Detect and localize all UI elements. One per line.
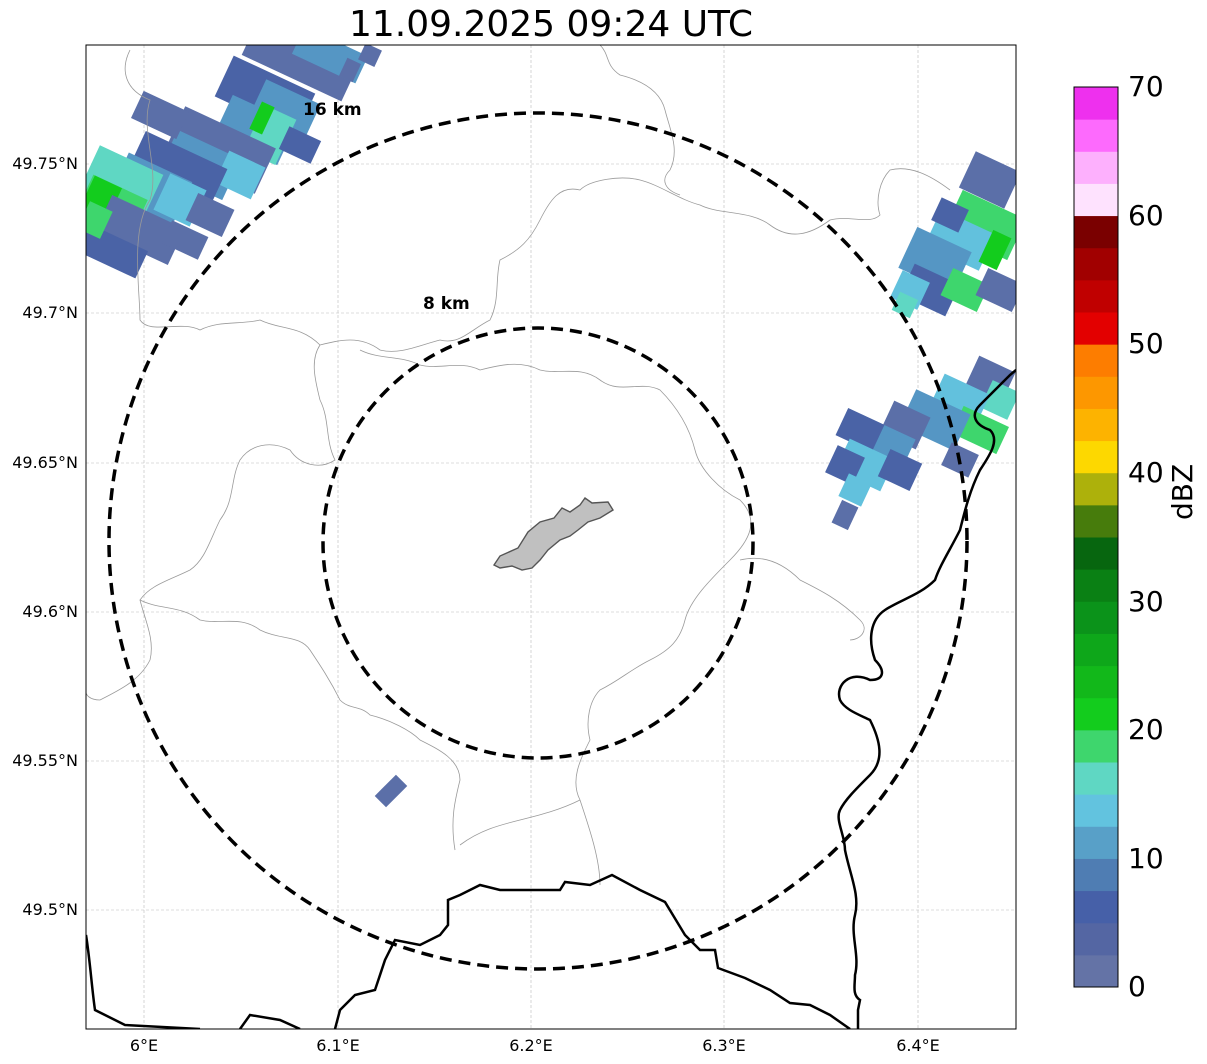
radar-echo-northwest <box>86 45 382 279</box>
colorbar-tick-label: 30 <box>1128 585 1164 618</box>
lat-tick-label: 49.6°N <box>22 602 78 621</box>
radar-echo-cell <box>825 445 865 485</box>
colorbar-segment <box>1074 954 1118 988</box>
colorbar-tick-label: 50 <box>1128 327 1164 360</box>
colorbar-segment <box>1074 472 1118 506</box>
radar-echo-cell <box>940 267 990 313</box>
colorbar-segment <box>1074 762 1118 795</box>
radar-echo-cell <box>86 221 149 279</box>
colorbar-tick-label: 70 <box>1128 70 1164 103</box>
range-ring-8km <box>321 326 755 760</box>
colorbar-tick-label: 20 <box>1128 713 1164 746</box>
admin-boundaries <box>86 45 951 886</box>
colorbar-segment <box>1074 665 1118 699</box>
colorbar-segment <box>1074 504 1118 538</box>
radar-echo-cell <box>958 151 1016 209</box>
radar-echo-cell <box>185 192 235 238</box>
radar-echo-cell <box>931 197 969 233</box>
map-frame <box>85 44 1017 1030</box>
colorbar-tick-label: 40 <box>1128 456 1164 489</box>
lat-tick-label: 49.55°N <box>12 751 78 770</box>
colorbar-tick-label: 10 <box>1128 842 1164 875</box>
radar-echo-cell <box>95 194 185 266</box>
colorbar-segment <box>1074 569 1118 602</box>
colorbar-segment <box>1074 344 1118 377</box>
radar-echo-cell <box>891 291 919 319</box>
colorbar-segment <box>1074 440 1118 474</box>
lon-tick-label: 6°E <box>129 1036 159 1055</box>
radar-echo-cell <box>374 774 408 808</box>
map-title: 11.09.2025 09:24 UTC <box>348 4 754 45</box>
colorbar-segment <box>1074 729 1118 763</box>
radar-echo-cell <box>980 380 1016 420</box>
lat-tick-label: 49.5°N <box>22 900 78 919</box>
radar-echo-south <box>374 774 408 808</box>
colorbar-segment <box>1074 151 1118 184</box>
lon-tick-label: 6.4°E <box>896 1036 940 1055</box>
lat-tick-label: 49.65°N <box>12 453 78 472</box>
colorbar-segment <box>1074 279 1118 313</box>
colorbar-segment <box>1074 826 1118 859</box>
radar-echo-cell <box>838 473 872 507</box>
colorbar-segment <box>1074 183 1118 217</box>
radar-echo-cell <box>877 449 923 491</box>
colorbar-segment <box>1074 247 1118 281</box>
range-rings <box>107 111 969 971</box>
colorbar-segment <box>1074 376 1118 409</box>
radar-echo-cell <box>241 45 359 102</box>
colorbar-segment <box>1074 890 1118 924</box>
radar-echo-cell <box>161 220 209 260</box>
range-ring-16km <box>107 111 969 971</box>
colorbar <box>1074 87 1118 988</box>
site-polygon <box>492 497 614 571</box>
radar-echo-cell <box>831 499 859 531</box>
range-ring-label-16km: 16 km <box>303 100 362 120</box>
colorbar-segment <box>1074 87 1118 120</box>
radar-echo-cell <box>978 229 1012 271</box>
radar-echo-cell <box>278 126 322 164</box>
radar-echo-cell <box>358 45 382 67</box>
radar-echo-cell <box>214 150 266 200</box>
lon-tick-label: 6.2°E <box>509 1036 553 1055</box>
colorbar-segment <box>1074 922 1118 956</box>
colorbar-segment <box>1074 408 1118 442</box>
radar-echo-cell <box>131 90 189 140</box>
radar-echo-cell <box>249 101 275 135</box>
radar-echo-cell <box>835 407 885 453</box>
colorbar-tick-label: 60 <box>1128 199 1164 232</box>
colorbar-segment <box>1074 858 1118 892</box>
radar-echo-east <box>825 355 1016 531</box>
colorbar-segment <box>1074 312 1118 345</box>
colorbar-segment <box>1074 697 1118 731</box>
colorbar-segment <box>1074 537 1118 570</box>
colorbar-segment <box>1074 633 1118 667</box>
colorbar-unit-label: dBZ <box>1166 463 1199 520</box>
colorbar-segment <box>1074 119 1118 152</box>
colorbar-segment <box>1074 215 1118 249</box>
lon-tick-label: 6.1°E <box>316 1036 360 1055</box>
lat-tick-label: 49.75°N <box>12 154 78 173</box>
radar-echo-cell <box>975 267 1016 313</box>
radar-echo-northeast <box>890 151 1016 319</box>
lon-tick-label: 6.3°E <box>702 1036 746 1055</box>
colorbar-tick-label: 0 <box>1128 970 1146 1003</box>
lat-tick-label: 49.7°N <box>22 303 78 322</box>
radar-echo-cell <box>249 79 321 141</box>
range-ring-label-8km: 8 km <box>423 294 470 314</box>
colorbar-segment <box>1074 794 1118 827</box>
radar-echo-cell <box>338 57 362 83</box>
colorbar-frame <box>1073 86 1119 988</box>
colorbar-segment <box>1074 601 1118 634</box>
